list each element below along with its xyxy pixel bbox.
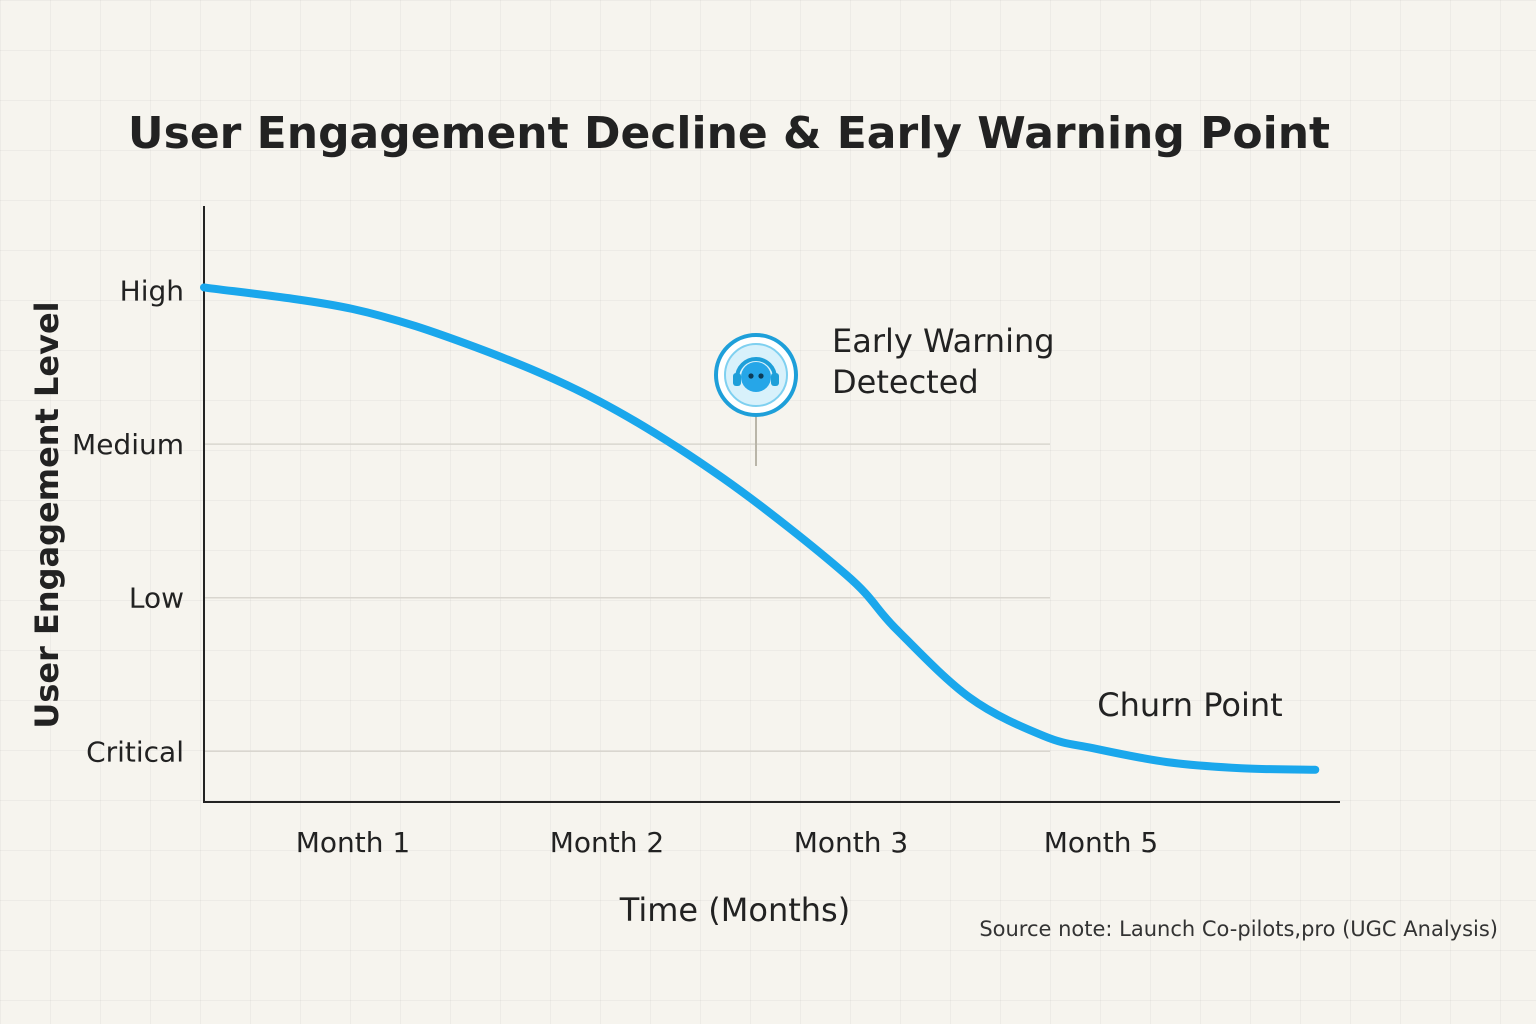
x-tick-month-5: Month 5 bbox=[1044, 826, 1158, 859]
x-tick-month-3: Month 3 bbox=[794, 826, 908, 859]
y-tick-high: High bbox=[120, 274, 184, 307]
x-tick-labels: Month 1 Month 2 Month 3 Month 5 bbox=[296, 826, 1158, 859]
robot-headset-icon bbox=[714, 333, 798, 417]
x-tick-month-1: Month 1 bbox=[296, 826, 410, 859]
engagement-curve bbox=[200, 283, 1320, 774]
y-tick-labels: High Medium Low Critical bbox=[72, 274, 184, 768]
early-warning-marker bbox=[714, 333, 798, 466]
source-note: Source note: Launch Co-pilots,pro (UGC A… bbox=[979, 917, 1498, 941]
x-axis-label: Time (Months) bbox=[619, 891, 850, 929]
y-axis-label: User Engagement Level bbox=[28, 301, 66, 728]
early-warning-annotation: Early Warning Detected bbox=[832, 322, 1065, 401]
y-tick-low: Low bbox=[129, 582, 184, 615]
y-tick-medium: Medium bbox=[72, 428, 184, 461]
chart-title: User Engagement Decline & Early Warning … bbox=[128, 108, 1330, 159]
x-tick-month-2: Month 2 bbox=[550, 826, 664, 859]
churn-point-annotation: Churn Point bbox=[1097, 686, 1282, 724]
early-warning-line-1: Early Warning bbox=[832, 322, 1055, 360]
gridlines bbox=[204, 443, 1050, 753]
y-tick-critical: Critical bbox=[86, 735, 184, 768]
early-warning-line-2: Detected bbox=[832, 363, 979, 401]
